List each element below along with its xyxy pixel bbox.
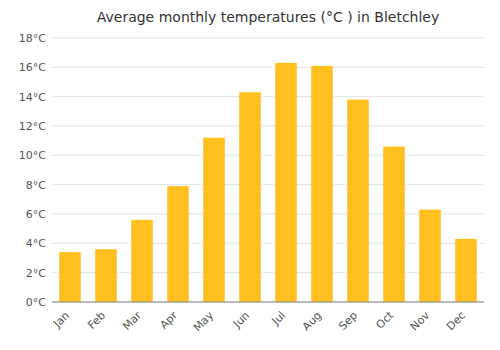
bar bbox=[419, 210, 441, 302]
grid-line bbox=[52, 126, 484, 127]
bar bbox=[95, 249, 117, 302]
bar bbox=[167, 186, 189, 302]
y-tick-label: 12°C bbox=[19, 120, 46, 133]
y-tick-label: 0°C bbox=[26, 296, 46, 309]
bar bbox=[131, 220, 153, 302]
x-axis: Jan Feb Mar Apr May Jun Jul Aug Sep Oct Nov Dec bbox=[50, 302, 484, 334]
chart-container: Average monthly temperatures (°C ) in Bl… bbox=[0, 0, 500, 350]
grid-line bbox=[52, 155, 484, 156]
y-tick-label: 14°C bbox=[19, 91, 46, 104]
x-tick-label: Jun bbox=[230, 309, 252, 331]
x-tick-label: Sep bbox=[336, 309, 360, 333]
bar bbox=[347, 100, 369, 302]
x-tick-label: May bbox=[191, 309, 217, 335]
title: Average monthly temperatures (°C ) in Bl… bbox=[97, 9, 440, 25]
y-tick-label: 2°C bbox=[26, 267, 46, 280]
y-tick-label: 10°C bbox=[19, 149, 46, 162]
x-tick-label: Dec bbox=[444, 309, 468, 333]
bar bbox=[455, 239, 477, 302]
bar bbox=[59, 252, 81, 302]
grid-line bbox=[52, 67, 484, 68]
x-tick-label: Apr bbox=[157, 309, 180, 332]
bars bbox=[59, 63, 477, 302]
bar bbox=[383, 147, 405, 302]
bar bbox=[311, 66, 333, 302]
y-tick-label: 18°C bbox=[19, 32, 46, 45]
y-tick-label: 16°C bbox=[19, 61, 46, 74]
x-axis-line bbox=[52, 302, 484, 303]
y-tick-label: 4°C bbox=[26, 237, 46, 250]
x-tick-label: Oct bbox=[373, 308, 396, 331]
y-tick-label: 6°C bbox=[26, 208, 46, 221]
grid-line bbox=[52, 96, 484, 97]
chart: Average monthly temperatures (°C ) in Bl… bbox=[0, 0, 500, 350]
y-axis: 0°C 2°C 4°C 6°C 8°C 10°C 12°C 14°C 16°C 18°C bbox=[19, 32, 484, 309]
x-tick-label: Mar bbox=[120, 309, 144, 333]
bar bbox=[203, 138, 225, 302]
x-tick-label: Jan bbox=[50, 309, 72, 331]
x-tick-label: Jul bbox=[269, 309, 288, 328]
x-tick-label: Feb bbox=[85, 309, 108, 332]
grid-line bbox=[52, 302, 484, 303]
bar bbox=[275, 63, 297, 302]
x-tick-label: Aug bbox=[300, 309, 324, 333]
bar bbox=[239, 92, 261, 302]
grid-line bbox=[52, 184, 484, 185]
y-tick-label: 8°C bbox=[26, 179, 46, 192]
x-tick-label: Nov bbox=[408, 309, 433, 334]
grid-line bbox=[52, 38, 484, 39]
